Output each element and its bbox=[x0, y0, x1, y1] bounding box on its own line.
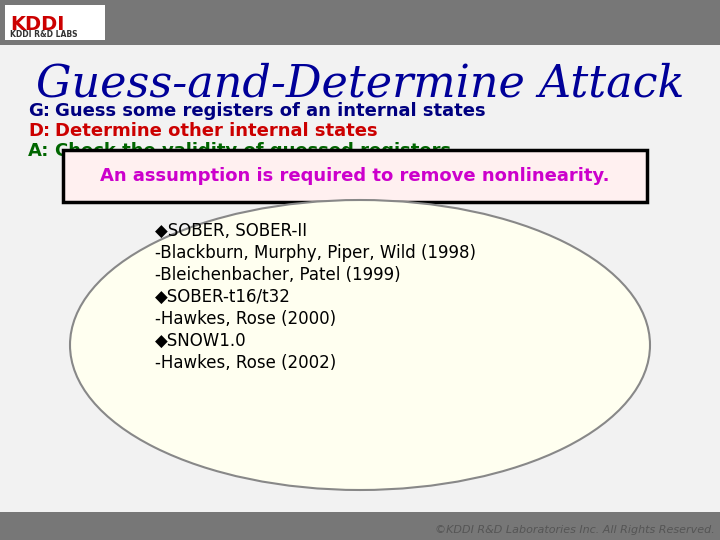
Text: Guess-and-Determine Attack: Guess-and-Determine Attack bbox=[36, 62, 684, 105]
Text: Determine other internal states: Determine other internal states bbox=[55, 122, 377, 140]
Ellipse shape bbox=[70, 200, 650, 490]
Text: D:: D: bbox=[28, 122, 50, 140]
Text: ◆SOBER-t16/t32: ◆SOBER-t16/t32 bbox=[155, 288, 291, 306]
FancyBboxPatch shape bbox=[0, 45, 720, 512]
Text: -Bleichenbacher, Patel (1999): -Bleichenbacher, Patel (1999) bbox=[155, 266, 400, 284]
Text: A:: A: bbox=[28, 142, 50, 160]
FancyBboxPatch shape bbox=[0, 512, 720, 540]
Text: ◆SNOW1.0: ◆SNOW1.0 bbox=[155, 332, 247, 350]
Text: -Blackburn, Murphy, Piper, Wild (1998): -Blackburn, Murphy, Piper, Wild (1998) bbox=[155, 244, 476, 262]
Text: KDDI R&D LABS: KDDI R&D LABS bbox=[10, 30, 78, 39]
Text: KDDI: KDDI bbox=[10, 15, 64, 34]
Text: G:: G: bbox=[28, 102, 50, 120]
Text: -Hawkes, Rose (2002): -Hawkes, Rose (2002) bbox=[155, 354, 336, 372]
Text: -Hawkes, Rose (2000): -Hawkes, Rose (2000) bbox=[155, 310, 336, 328]
Text: ◆SOBER, SOBER-II: ◆SOBER, SOBER-II bbox=[155, 222, 307, 240]
Text: Guess some registers of an internal states: Guess some registers of an internal stat… bbox=[55, 102, 485, 120]
Text: An assumption is required to remove nonlinearity.: An assumption is required to remove nonl… bbox=[100, 167, 610, 185]
FancyBboxPatch shape bbox=[63, 150, 647, 202]
Text: Check the validity of guessed registers.: Check the validity of guessed registers. bbox=[55, 142, 458, 160]
FancyBboxPatch shape bbox=[0, 0, 720, 45]
Text: ©KDDI R&D Laboratories Inc. All Rights Reserved.: ©KDDI R&D Laboratories Inc. All Rights R… bbox=[436, 525, 715, 535]
FancyBboxPatch shape bbox=[5, 5, 105, 40]
